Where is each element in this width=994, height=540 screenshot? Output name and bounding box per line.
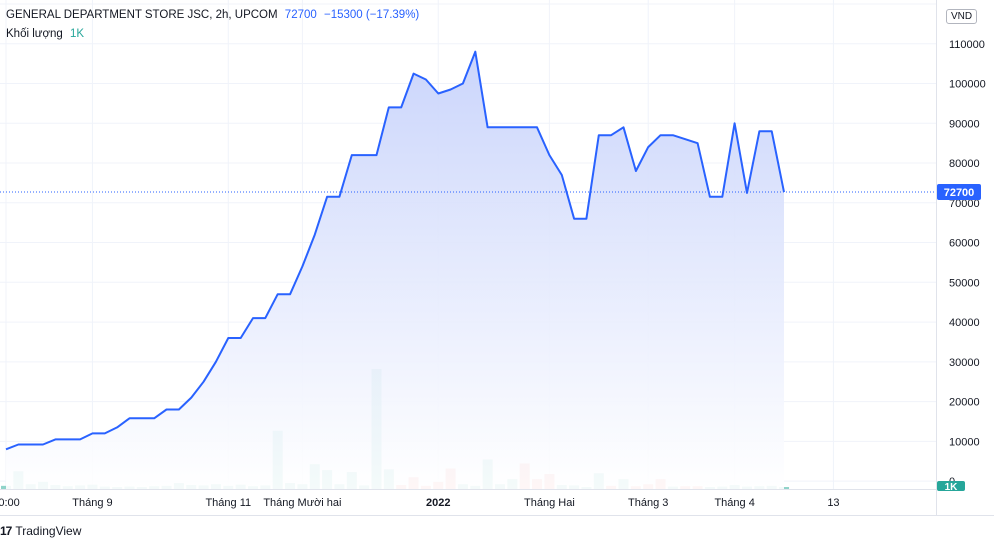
y-tick-label: 80000: [949, 158, 980, 170]
volume-label: Khối lượng: [6, 28, 63, 40]
y-tick-label: 90000: [949, 118, 980, 130]
volume-badge: 1K: [937, 481, 965, 493]
currency-badge[interactable]: VND: [946, 9, 978, 24]
y-tick-label: 100000: [949, 79, 986, 91]
volume-badge-text: 1K: [945, 482, 959, 493]
x-tick-label: Tháng 4: [714, 497, 754, 509]
y-tick-label: 60000: [949, 238, 980, 250]
tradingview-brand[interactable]: 17 TradingView: [0, 524, 81, 538]
x-tick-label: 00:00: [0, 497, 20, 509]
x-tick-label: 13: [827, 497, 839, 509]
y-tick-label: 20000: [949, 397, 980, 409]
y-tick-label: 40000: [949, 317, 980, 329]
volume-value: 1K: [70, 28, 85, 40]
price-area: [6, 51, 784, 489]
volume-badge-bg: [937, 481, 965, 491]
price-change: −15300 (−17.39%): [323, 9, 420, 21]
price-line: [5, 50, 785, 451]
volume-bar: [779, 487, 790, 489]
x-tick-label: Tháng 3: [628, 497, 668, 509]
symbol-title: GENERAL DEPARTMENT STORE JSC, 2h, UPCOM: [6, 9, 278, 21]
last-price: 72700: [284, 9, 317, 21]
x-tick-label: Tháng Mười hai: [263, 497, 341, 509]
volume-header: Khối lượng 1K: [6, 28, 84, 40]
last-price-badge: 72700: [937, 184, 981, 201]
y-tick-label: 30000: [949, 357, 980, 369]
x-tick-label: Tháng Hai: [524, 497, 575, 509]
y-tick-label: 10000: [949, 436, 980, 448]
x-tick-label: Tháng 11: [205, 497, 251, 509]
tradingview-logo-icon: 17: [0, 524, 12, 538]
x-tick-label: Tháng 9: [72, 497, 112, 509]
symbol-header: GENERAL DEPARTMENT STORE JSC, 2h, UPCOM …: [6, 9, 423, 21]
y-tick-label: 110000: [949, 39, 985, 51]
y-tick-label: 50000: [949, 277, 980, 289]
y-tick-label: 70000: [949, 198, 980, 210]
last-price-badge-bg: [937, 184, 981, 201]
brand-name: TradingView: [15, 524, 82, 538]
x-tick-label: 2022: [426, 497, 450, 509]
last-price-badge-text: 72700: [944, 187, 975, 199]
